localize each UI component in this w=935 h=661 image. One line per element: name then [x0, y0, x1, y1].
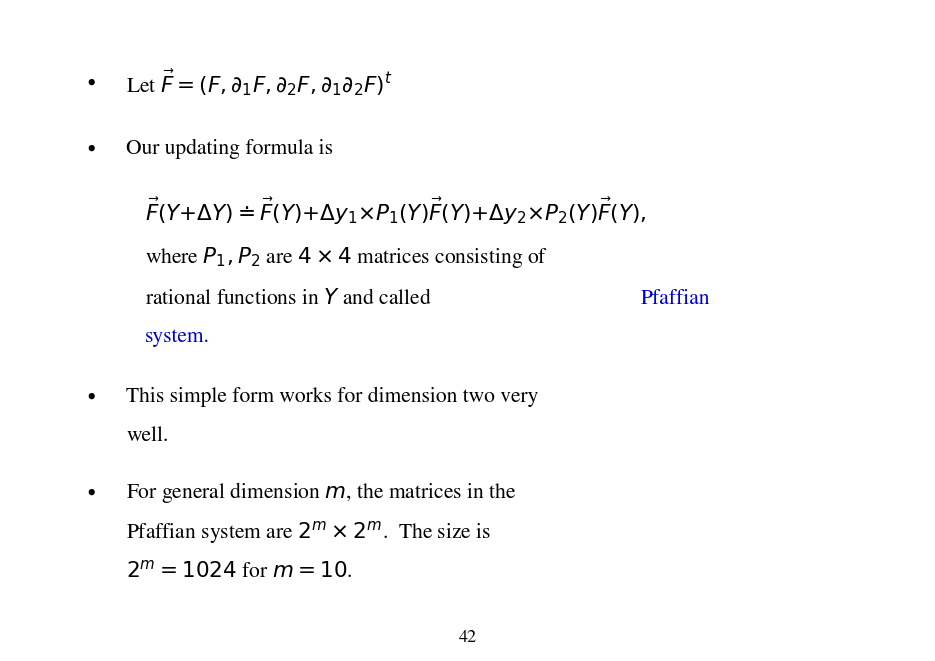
Text: $\bullet$: $\bullet$ — [84, 387, 96, 407]
Text: For general dimension $m$, the matrices in the: For general dimension $m$, the matrices … — [126, 480, 516, 505]
Text: rational functions in $Y$ and called: rational functions in $Y$ and called — [145, 289, 432, 309]
Text: Our updating formula is: Our updating formula is — [126, 139, 333, 159]
Text: 42: 42 — [458, 630, 477, 646]
Text: system.: system. — [145, 327, 209, 347]
Text: $2^m = 1024$ for $m = 10$.: $2^m = 1024$ for $m = 10$. — [126, 561, 352, 583]
Text: Pfaffian: Pfaffian — [640, 289, 710, 309]
Text: $\bullet$: $\bullet$ — [84, 73, 96, 93]
Text: well.: well. — [126, 426, 168, 446]
Text: $\vec{F}(Y{+}\Delta Y) \doteq \vec{F}(Y){+}\Delta y_1{\times}P_1(Y)\vec{F}(Y){+}: $\vec{F}(Y{+}\Delta Y) \doteq \vec{F}(Y)… — [145, 196, 646, 227]
Text: This simple form works for dimension two very: This simple form works for dimension two… — [126, 387, 539, 407]
Text: $\bullet$: $\bullet$ — [84, 139, 96, 159]
Text: $\bullet$: $\bullet$ — [84, 483, 96, 502]
Text: Pfaffian system are $2^m \times 2^m$.  The size is: Pfaffian system are $2^m \times 2^m$. Th… — [126, 519, 492, 545]
Text: Let $\vec{F} = (F, \partial_1 F, \partial_2 F, \partial_1\partial_2 F)^t$: Let $\vec{F} = (F, \partial_1 F, \partia… — [126, 67, 393, 98]
Text: where $P_1, P_2$ are $4 \times 4$ matrices consisting of: where $P_1, P_2$ are $4 \times 4$ matric… — [145, 245, 548, 270]
